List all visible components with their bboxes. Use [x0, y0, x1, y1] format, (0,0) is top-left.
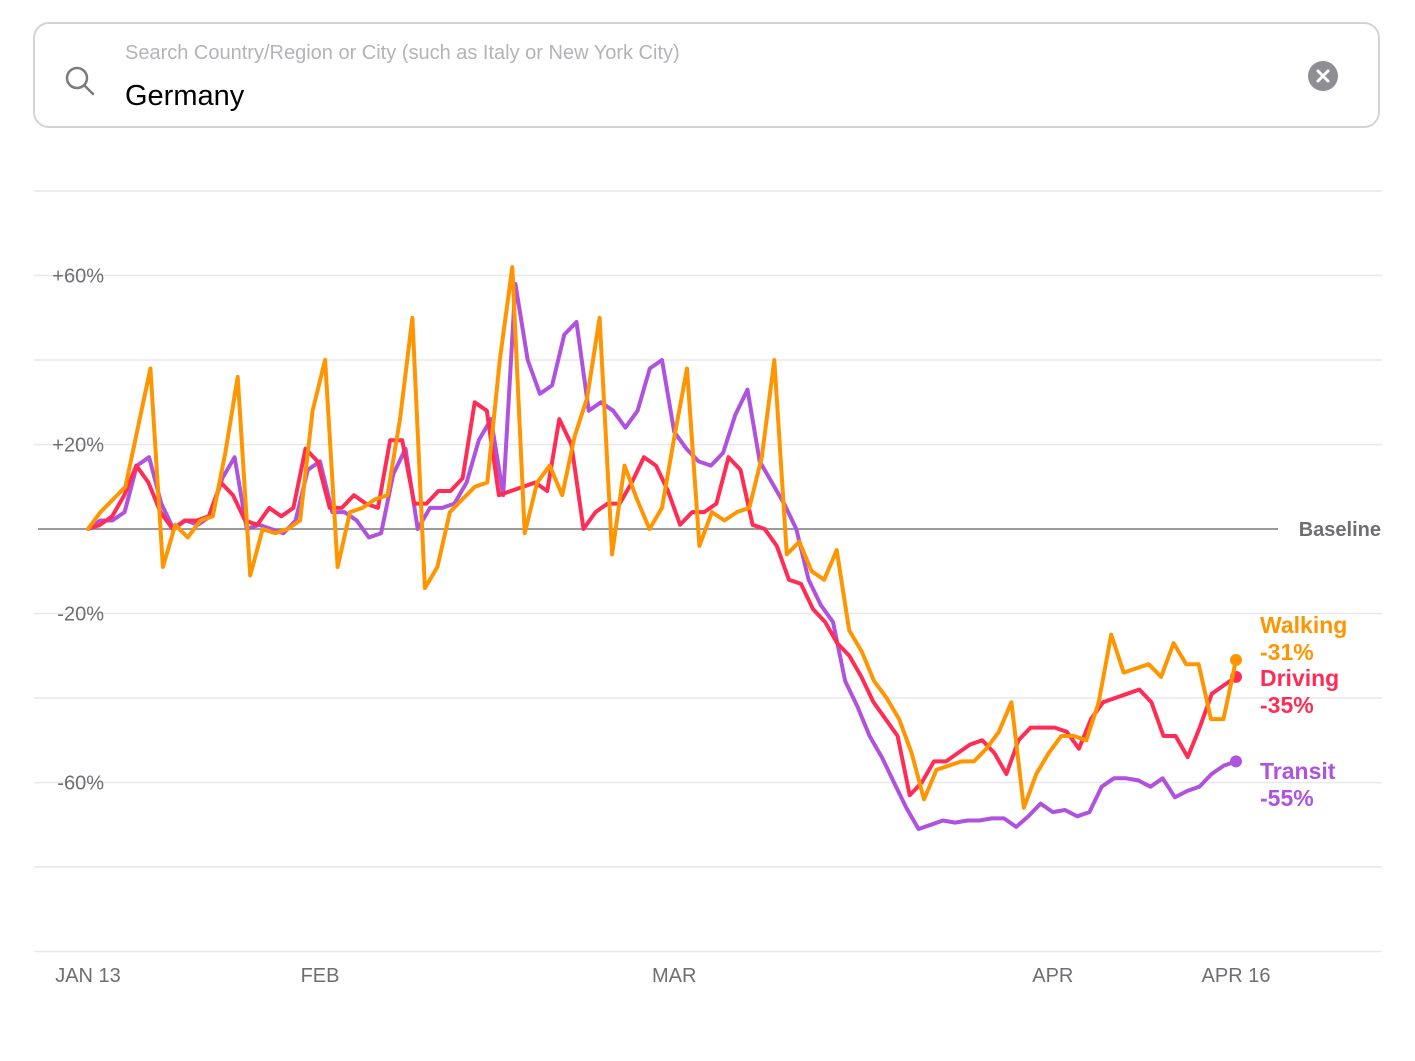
transit-series-name: Transit [1260, 758, 1336, 784]
search-bar[interactable]: Search Country/Region or City (such as I… [33, 22, 1380, 128]
transit-series-value: -55% [1260, 785, 1314, 811]
x-tick-label: APR [1032, 965, 1073, 987]
walking-end-point [1230, 653, 1242, 666]
walking-series-line [86, 265, 1238, 810]
transit-end-point [1230, 755, 1242, 768]
search-input[interactable]: Search Country/Region or City (such as I… [125, 24, 1298, 126]
driving-series-line [86, 400, 1238, 798]
driving-series-value: -35% [1260, 692, 1314, 718]
clear-search-button[interactable] [1308, 61, 1338, 91]
walking-series-value: -31% [1260, 639, 1314, 665]
clear-icon [1316, 69, 1330, 83]
driving-series-name: Driving [1260, 665, 1339, 691]
x-tick-label: JAN 13 [55, 965, 121, 987]
x-tick-label: APR 16 [1202, 965, 1271, 987]
transit-series-line [86, 282, 1238, 831]
y-tick-label: -20% [57, 604, 104, 626]
search-icon [65, 66, 95, 96]
y-tick-label: +60% [52, 266, 104, 288]
walking-series-name: Walking [1260, 612, 1347, 638]
x-tick-label: MAR [652, 965, 696, 987]
search-placeholder: Search Country/Region or City (such as I… [125, 42, 680, 64]
y-tick-label: -60% [57, 773, 104, 795]
mobility-chart: +60% +20% -20% -60% Baseline JAN 13 FEB MAR APR A… [34, 190, 1382, 987]
x-tick-label: FEB [301, 965, 340, 987]
search-value: Germany [125, 80, 245, 112]
baseline-label: Baseline [1299, 519, 1381, 541]
y-tick-label: +20% [52, 435, 104, 457]
